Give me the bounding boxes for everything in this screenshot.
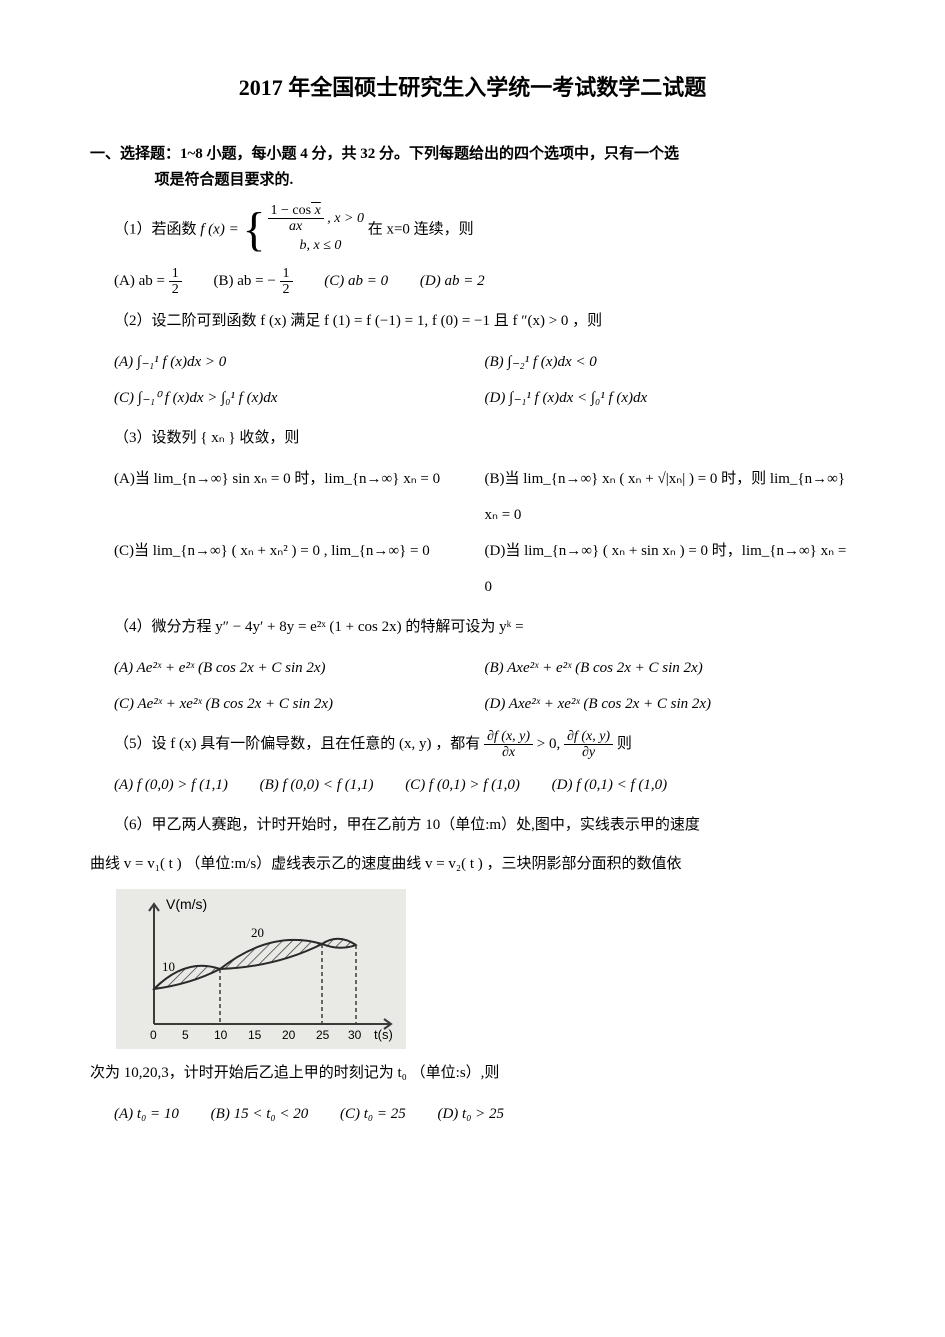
left-brace-icon: { bbox=[242, 206, 265, 254]
y-mark-10: 10 bbox=[162, 959, 175, 974]
y-axis-label: V(m/s) bbox=[166, 896, 207, 912]
question-1: （1）若函数 f (x) = { 1 − cos x ax , x > 0 b,… bbox=[114, 203, 855, 257]
question-3: （3）设数列 { xₙ } 收敛，则 bbox=[114, 422, 855, 455]
q1-case1-den: ax bbox=[268, 219, 324, 234]
page-title: 2017 年全国硕士研究生入学统一考试数学二试题 bbox=[90, 70, 855, 102]
q3-stem: （3）设数列 { xₙ } 收敛，则 bbox=[114, 430, 299, 446]
q1-opt-d: (D) ab = 2 bbox=[420, 263, 485, 299]
section-1-heading: 一、选择题：1~8 小题，每小题 4 分，共 32 分。下列每题给出的四个选项中… bbox=[90, 142, 855, 193]
q1-opt-a: (A) ab = 12 bbox=[114, 263, 182, 299]
q1-optB-num: 1 bbox=[280, 266, 293, 282]
q4-opt-b: (B) Axe²ˣ + e²ˣ (B cos 2x + C sin 2x) bbox=[485, 650, 856, 686]
q2-opt-d: (D) ∫₋₁¹ f (x)dx < ∫₀¹ f (x)dx bbox=[485, 380, 856, 416]
q5-frac1: ∂f (x, y) ∂x bbox=[484, 729, 533, 761]
q6-opt-d: (D) t₀ > 25 bbox=[437, 1096, 504, 1132]
q1-stem-b: 在 x=0 连续，则 bbox=[368, 222, 474, 238]
question-5: （5）设 f (x) 具有一阶偏导数，且在任意的 (x, y) ，都有 ∂f (… bbox=[114, 728, 855, 761]
question-2: （2）设二阶可到函数 f (x) 满足 f (1) = f (−1) = 1, … bbox=[114, 305, 855, 338]
exam-page: 2017 年全国硕士研究生入学统一考试数学二试题 一、选择题：1~8 小题，每小… bbox=[0, 0, 945, 1337]
q1-optA-den: 2 bbox=[169, 282, 182, 297]
q5-opt-c: (C) f (0,1) > f (1,0) bbox=[405, 767, 520, 803]
q5-opt-b: (B) f (0,0) < f (1,1) bbox=[260, 767, 374, 803]
question-6-line1: （6）甲乙两人赛跑，计时开始时，甲在乙前方 10（单位:m）处,图中，实线表示甲… bbox=[114, 809, 855, 842]
q4-options: (A) Ae²ˣ + e²ˣ (B cos 2x + C sin 2x) (B)… bbox=[114, 650, 855, 722]
q2-opt-c: (C) ∫₋₁⁰ f (x)dx > ∫₀¹ f (x)dx bbox=[114, 380, 485, 416]
q3-options: (A)当 lim_{n→∞} sin xₙ = 0 时，lim_{n→∞} xₙ… bbox=[114, 461, 855, 605]
q1-case1-frac: 1 − cos x ax bbox=[268, 203, 324, 235]
q4-stem: （4）微分方程 y″ − 4y′ + 8y = e²ˣ (1 + cos 2x)… bbox=[114, 619, 524, 635]
q1-opt-c: (C) ab = 0 bbox=[324, 263, 388, 299]
xtick-5: 5 bbox=[182, 1028, 189, 1042]
xtick-10: 10 bbox=[214, 1028, 228, 1042]
q1-optA-num: 1 bbox=[169, 266, 182, 282]
xtick-15: 15 bbox=[248, 1028, 262, 1042]
q3-opt-d: (D)当 lim_{n→∞} ( xₙ + sin xₙ ) = 0 时，lim… bbox=[485, 533, 856, 605]
y-mark-20: 20 bbox=[251, 925, 264, 940]
question-6-line2: 曲线 v = v₁( t ) （单位:m/s）虚线表示乙的速度曲线 v = v₂… bbox=[90, 848, 855, 881]
q5-stem-a: （5）设 f (x) 具有一阶偏导数，且在任意的 (x, y) ，都有 bbox=[114, 736, 484, 752]
q1-optA-label: (A) ab = bbox=[114, 273, 169, 289]
q5-mid: > 0, bbox=[537, 736, 564, 752]
q1-case1-cond: , x > 0 bbox=[327, 211, 364, 226]
q2-opt-b: (B) ∫₋₂¹ f (x)dx < 0 bbox=[485, 344, 856, 380]
q1-case2: b, x ≤ 0 bbox=[268, 238, 342, 253]
q1-options: (A) ab = 12 (B) ab = − 12 (C) ab = 0 (D)… bbox=[114, 263, 855, 299]
q1-stem-a: （1）若函数 bbox=[114, 222, 200, 238]
q6-opt-c: (C) t₀ = 25 bbox=[340, 1096, 406, 1132]
q1-optB-label: (B) ab = − bbox=[213, 273, 279, 289]
q5-frac2: ∂f (x, y) ∂y bbox=[564, 729, 613, 761]
q4-opt-d: (D) Axe²ˣ + xe²ˣ (B cos 2x + C sin 2x) bbox=[485, 686, 856, 722]
q1-opt-b: (B) ab = − 12 bbox=[213, 263, 292, 299]
section-1-line1: 一、选择题：1~8 小题，每小题 4 分，共 32 分。下列每题给出的四个选项中… bbox=[90, 146, 679, 162]
xtick-0: 0 bbox=[150, 1028, 157, 1042]
xtick-20: 20 bbox=[282, 1028, 296, 1042]
q3-opt-b: (B)当 lim_{n→∞} xₙ ( xₙ + √|xₙ| ) = 0 时，则… bbox=[485, 461, 856, 533]
q2-stem: （2）设二阶可到函数 f (x) 满足 f (1) = f (−1) = 1, … bbox=[114, 313, 602, 329]
q1-optB-den: 2 bbox=[280, 282, 293, 297]
q5-frac2-num: ∂f (x, y) bbox=[564, 729, 613, 745]
question-6-line3: 次为 10,20,3，计时开始后乙追上甲的时刻记为 t₀ （单位:s）,则 bbox=[90, 1057, 855, 1090]
q3-opt-c: (C)当 lim_{n→∞} ( xₙ + xₙ² ) = 0 , lim_{n… bbox=[114, 533, 485, 605]
q1-piecewise: { 1 − cos x ax , x > 0 b, x ≤ 0 bbox=[242, 203, 364, 257]
q5-opt-d: (D) f (0,1) < f (1,0) bbox=[552, 767, 668, 803]
q6-opt-b: (B) 15 < t₀ < 20 bbox=[211, 1096, 309, 1132]
q5-options: (A) f (0,0) > f (1,1) (B) f (0,0) < f (1… bbox=[114, 767, 855, 803]
q5-opt-a: (A) f (0,0) > f (1,1) bbox=[114, 767, 228, 803]
q5-frac2-den: ∂y bbox=[564, 745, 613, 760]
q4-opt-a: (A) Ae²ˣ + e²ˣ (B cos 2x + C sin 2x) bbox=[114, 650, 485, 686]
x-axis-label: t(s) bbox=[374, 1027, 393, 1042]
xtick-30: 30 bbox=[348, 1028, 362, 1042]
q1-case1-num: 1 − cos x bbox=[268, 203, 324, 219]
question-4: （4）微分方程 y″ − 4y′ + 8y = e²ˣ (1 + cos 2x)… bbox=[114, 611, 855, 644]
section-1-line2: 项是符合题目要求的. bbox=[90, 168, 855, 194]
q6-opt-a: (A) t₀ = 10 bbox=[114, 1096, 179, 1132]
q2-opt-a: (A) ∫₋₁¹ f (x)dx > 0 bbox=[114, 344, 485, 380]
q5-frac1-den: ∂x bbox=[484, 745, 533, 760]
q5-stem-b: 则 bbox=[617, 736, 632, 752]
q4-opt-c: (C) Ae²ˣ + xe²ˣ (B cos 2x + C sin 2x) bbox=[114, 686, 485, 722]
velocity-graph: V(m/s) t(s) 10 20 0 5 10 15 20 25 30 bbox=[116, 889, 406, 1049]
xtick-25: 25 bbox=[316, 1028, 330, 1042]
q3-opt-a: (A)当 lim_{n→∞} sin xₙ = 0 时，lim_{n→∞} xₙ… bbox=[114, 461, 485, 533]
q1-fx: f (x) = bbox=[200, 222, 238, 238]
q5-frac1-num: ∂f (x, y) bbox=[484, 729, 533, 745]
q6-options: (A) t₀ = 10 (B) 15 < t₀ < 20 (C) t₀ = 25… bbox=[114, 1096, 855, 1132]
q2-options: (A) ∫₋₁¹ f (x)dx > 0 (B) ∫₋₂¹ f (x)dx < … bbox=[114, 344, 855, 416]
